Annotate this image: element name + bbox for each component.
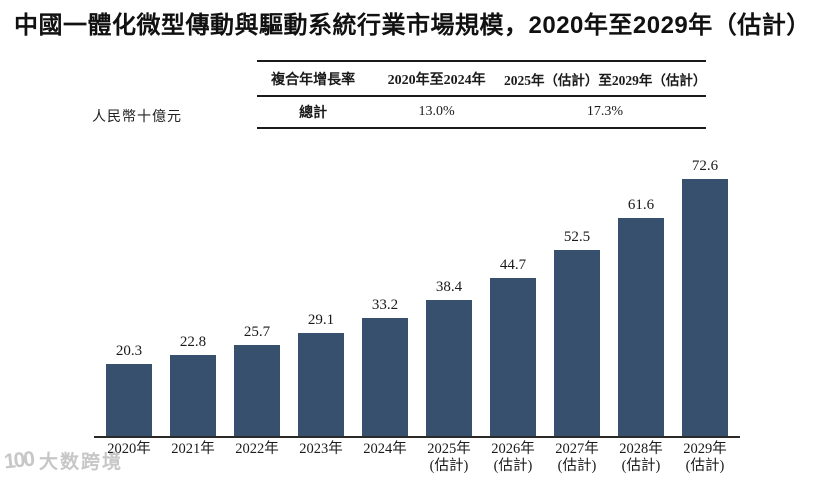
cagr-header-2025-2029: 2025年（估計）至2029年（估計） — [503, 72, 707, 88]
bar — [426, 300, 472, 436]
bar-value-label: 33.2 — [371, 297, 399, 313]
bar-group: 29.1 — [289, 312, 353, 436]
x-axis-tick-label: 2024年 — [363, 441, 407, 457]
unit-label: 人民幣十億元 — [92, 108, 182, 124]
bar — [490, 278, 536, 436]
bar — [618, 218, 664, 436]
bar — [170, 355, 216, 436]
bar-value-label: 20.3 — [115, 343, 143, 359]
bar-group: 38.4 — [417, 279, 481, 436]
bar-group: 52.5 — [545, 229, 609, 436]
cagr-table-data-row: 總計 13.0% 17.3% — [257, 97, 706, 127]
x-axis-tick-label: 2027年 (估計) — [555, 441, 599, 474]
watermark-logo-icon: 100 — [2, 447, 35, 473]
cagr-table: 複合年增長率 2020年至2024年 2025年（估計）至2029年（估計） 總… — [257, 60, 706, 129]
bar — [234, 345, 280, 436]
bar — [554, 250, 600, 436]
cagr-row-label: 總計 — [299, 106, 328, 121]
x-axis-line — [94, 436, 740, 438]
bar — [298, 333, 344, 436]
x-axis-tick-label: 2028年 (估計) — [619, 441, 663, 474]
bar-value-label: 38.4 — [435, 279, 463, 295]
bar — [682, 179, 728, 436]
cagr-header-2020-2024: 2020年至2024年 — [387, 72, 486, 88]
bar-group: 44.7 — [481, 257, 545, 436]
watermark: 100 大数跨境 — [2, 447, 124, 474]
cagr-header-label: 複合年增長率 — [271, 72, 356, 88]
cagr-value-2020-2024: 13.0% — [418, 104, 455, 119]
bar-value-label: 25.7 — [243, 324, 271, 340]
bar-value-label: 72.6 — [691, 158, 719, 174]
bar-value-label: 61.6 — [627, 197, 655, 213]
cagr-table-header-row: 複合年增長率 2020年至2024年 2025年（估計）至2029年（估計） — [257, 62, 706, 97]
x-axis-tick-label: 2023年 — [299, 441, 343, 457]
x-axis-tick-label: 2029年 (估計) — [683, 441, 727, 474]
x-axis-tick-label: 2020年 — [107, 441, 151, 457]
bar-group: 20.3 — [97, 343, 161, 436]
bar — [106, 364, 152, 436]
bar-group: 25.7 — [225, 324, 289, 436]
watermark-text: 大数跨境 — [39, 452, 124, 473]
cagr-value-2025-2029: 17.3% — [586, 104, 624, 119]
bar-chart: 20.3 22.8 25.7 29.1 33.2 38.4 44.7 52.5 61.6 72.6 — [97, 155, 737, 436]
x-axis-tick-label: 2026年 (估計) — [491, 441, 535, 474]
page-title: 中國一體化微型傳動與驅動系統行業市場規模，2020年至2029年（估計） — [14, 12, 811, 39]
bar-value-label: 52.5 — [563, 229, 591, 245]
bars-row: 20.3 22.8 25.7 29.1 33.2 38.4 44.7 52.5 61.6 72.6 — [97, 155, 737, 436]
bar-value-label: 29.1 — [307, 312, 335, 328]
bar — [362, 318, 408, 436]
bar-value-label: 22.8 — [179, 334, 207, 350]
x-axis-tick-label: 2022年 — [235, 441, 279, 457]
bar-group: 72.6 — [673, 158, 737, 436]
bar-group: 61.6 — [609, 197, 673, 436]
x-axis-tick-label: 2021年 — [171, 441, 215, 457]
bar-group: 33.2 — [353, 297, 417, 436]
bar-value-label: 44.7 — [499, 257, 527, 273]
x-axis-labels: 2020年 2021年 2022年 2023年 2024年 2025年 (估計) 2026年(… — [97, 441, 737, 474]
bar-group: 22.8 — [161, 334, 225, 436]
x-axis-tick-label: 2025年 (估計) — [427, 441, 471, 474]
